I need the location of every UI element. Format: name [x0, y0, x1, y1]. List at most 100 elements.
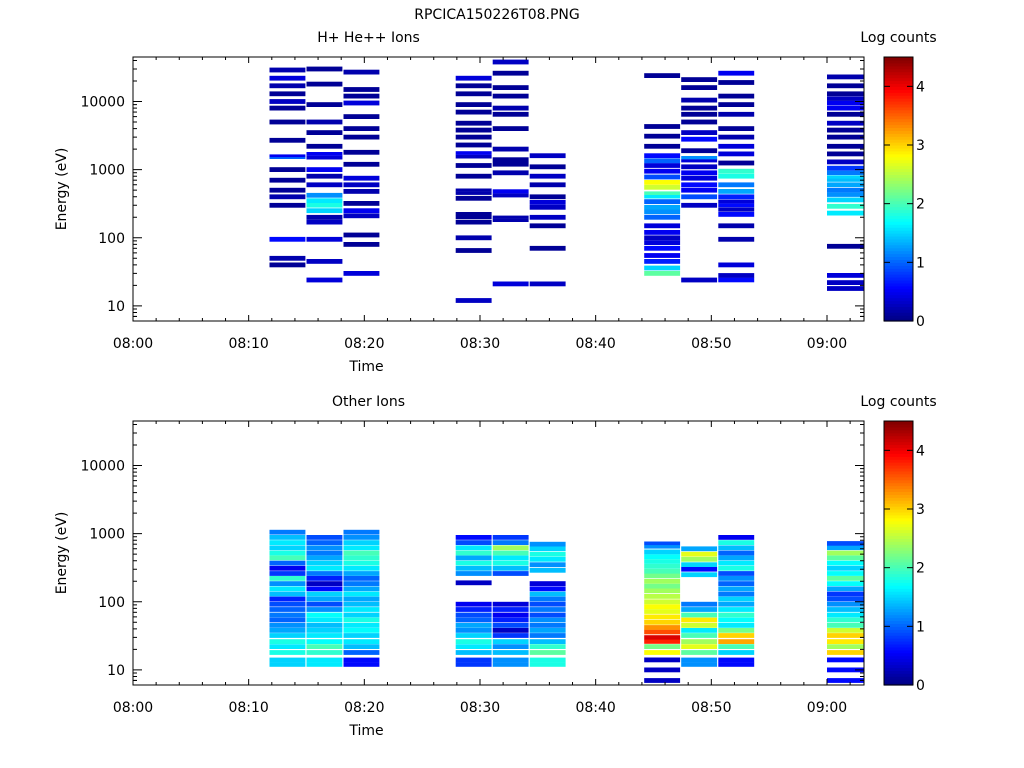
heatmap-cell [306, 617, 343, 623]
heatmap-cell [681, 639, 718, 644]
colorbar-segment [884, 115, 913, 120]
colorbar-segment [884, 233, 913, 237]
colorbar-tick-label: 4 [916, 79, 925, 95]
heatmap-cell [269, 633, 306, 638]
y-tick-label: 10 [107, 299, 125, 315]
heatmap-cell [681, 202, 718, 208]
x-axis-label: Time [348, 723, 383, 739]
colorbar-segment [884, 71, 913, 76]
heatmap-cell [644, 240, 681, 245]
colorbar-segment [884, 282, 913, 287]
heatmap-cell [343, 213, 380, 219]
heatmap-cell [644, 644, 681, 649]
heatmap-cell [455, 560, 492, 566]
colorbar-segment [884, 506, 913, 510]
heatmap-cell [306, 198, 343, 203]
colorbar-tick-label: 1 [916, 255, 925, 271]
heatmap-cell [529, 194, 566, 200]
colorbar-segment [884, 509, 913, 513]
x-tick-label: 08:00 [113, 700, 153, 716]
colorbar-segment [884, 494, 913, 498]
colorbar-segment [884, 602, 913, 607]
heatmap-cell [269, 550, 306, 556]
colorbar-segment [884, 620, 913, 624]
heatmap-cell [644, 158, 681, 164]
heatmap-cell [269, 628, 306, 633]
heatmap-cell [455, 580, 492, 586]
colorbar-segment [884, 511, 913, 516]
colorbar-segment [884, 643, 913, 648]
colorbar-segment [884, 139, 913, 143]
colorbar-segment [884, 588, 913, 592]
heatmap-cell [827, 197, 864, 203]
heatmap-cell [718, 644, 755, 649]
colorbar-segment [884, 221, 913, 225]
heatmap-cell [529, 562, 566, 568]
heatmap-cell [343, 586, 380, 592]
colorbar-segment [884, 136, 913, 140]
colorbar-segment [884, 573, 913, 578]
heatmap-cell [827, 586, 864, 592]
x-tick-label: 08:00 [113, 336, 153, 352]
colorbar-segment [884, 564, 913, 569]
colorbar-segment [884, 567, 913, 572]
colorbar-segment [884, 673, 913, 677]
heatmap-cell [644, 235, 681, 241]
heatmap-cell [455, 91, 492, 97]
heatmap-cell [306, 571, 343, 576]
colorbar-frame [883, 420, 914, 686]
panel-title: Other Ions [332, 394, 405, 410]
heatmap-cell [718, 80, 755, 85]
heatmap-cell [644, 184, 681, 190]
colorbar-segment [884, 186, 913, 190]
colorbar-tick-label: 3 [916, 502, 925, 518]
heatmap-cell [492, 215, 529, 219]
x-tick-label: 08:10 [228, 700, 268, 716]
heatmap-cell [529, 245, 566, 251]
heatmap-cell [644, 588, 681, 594]
heatmap-cell [269, 105, 306, 111]
heatmap-cell [492, 218, 529, 222]
heatmap-cell [644, 650, 681, 655]
heatmap-cell [644, 199, 681, 204]
heatmap-cell [644, 143, 681, 149]
heatmap-cell [343, 182, 380, 188]
x-tick-label: 08:30 [460, 336, 500, 352]
heatmap-cell [827, 127, 864, 133]
heatmap-cell [343, 607, 380, 612]
heatmap-cell [492, 628, 529, 633]
heatmap-cell [492, 662, 529, 667]
heatmap-cell [827, 83, 864, 89]
heatmap-cell [492, 189, 529, 194]
heatmap-cell [455, 601, 492, 607]
heatmap-cell [718, 143, 755, 149]
colorbar-segment [884, 635, 913, 639]
heatmap-cell [827, 273, 864, 278]
y-tick-label: 1000 [89, 527, 125, 543]
heatmap-cell [827, 159, 864, 165]
heatmap-cell [827, 182, 864, 188]
x-tick-label: 08:10 [228, 336, 268, 352]
colorbar-segment [884, 617, 913, 622]
heatmap-cell [681, 105, 718, 111]
heatmap-cell [681, 77, 718, 82]
heatmap-cell [492, 623, 529, 628]
heatmap-cell [492, 193, 529, 198]
heatmap-cell [343, 93, 380, 99]
heatmap-cell [455, 628, 492, 633]
heatmap-cell [306, 152, 343, 156]
colorbar-tick-label: 3 [916, 138, 925, 154]
heatmap-cell [718, 571, 755, 576]
heatmap-cell [827, 581, 864, 586]
heatmap-cell [681, 148, 718, 154]
heatmap-cell [718, 565, 755, 571]
heatmap-cell [306, 202, 343, 208]
heatmap-cell [718, 545, 755, 551]
heatmap-cell [681, 156, 718, 160]
colorbar-segment [884, 629, 913, 633]
colorbar-segment [884, 485, 913, 490]
heatmap-cell [455, 134, 492, 140]
heatmap-cell [644, 271, 681, 276]
colorbar-segment [884, 92, 913, 96]
